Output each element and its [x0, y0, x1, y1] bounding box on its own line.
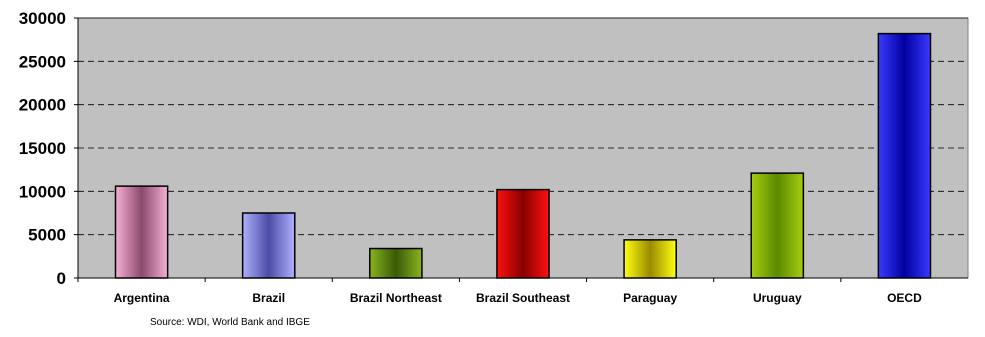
source-note: Source: WDI, World Bank and IBGE [150, 317, 310, 328]
x-tick-label: Brazil Southeast [476, 291, 570, 305]
x-tick-label: OECD [887, 291, 922, 305]
y-tick-labels: 0 5000 10000 15000 20000 25000 30000 [19, 9, 78, 288]
bar-paraguay [623, 239, 677, 279]
bar-brazil-southeast [496, 188, 550, 279]
y-tick-label: 30000 [19, 9, 66, 28]
x-tick-label: Brazil Northeast [350, 291, 442, 305]
bar-brazil [241, 212, 296, 279]
x-tick-label: Paraguay [623, 291, 677, 305]
bar-argentina [114, 185, 169, 279]
x-tick-label: Brazil [252, 291, 285, 305]
bar-uruguay [750, 172, 805, 279]
y-tick-label: 25000 [19, 52, 66, 71]
bar-oecd [877, 32, 932, 279]
y-tick-label: 10000 [19, 182, 66, 201]
y-tick-label: 0 [57, 269, 66, 288]
bar-brazil-northeast [369, 247, 423, 279]
y-tick-label: 15000 [19, 139, 66, 158]
y-tick-label: 20000 [19, 96, 66, 115]
x-tick-label: Uruguay [753, 291, 802, 305]
x-tick-label: Argentina [114, 291, 170, 305]
y-tick-label: 5000 [28, 226, 66, 245]
x-tick-labels: Argentina Brazil Brazil Northeast Brazil So… [77, 278, 922, 305]
